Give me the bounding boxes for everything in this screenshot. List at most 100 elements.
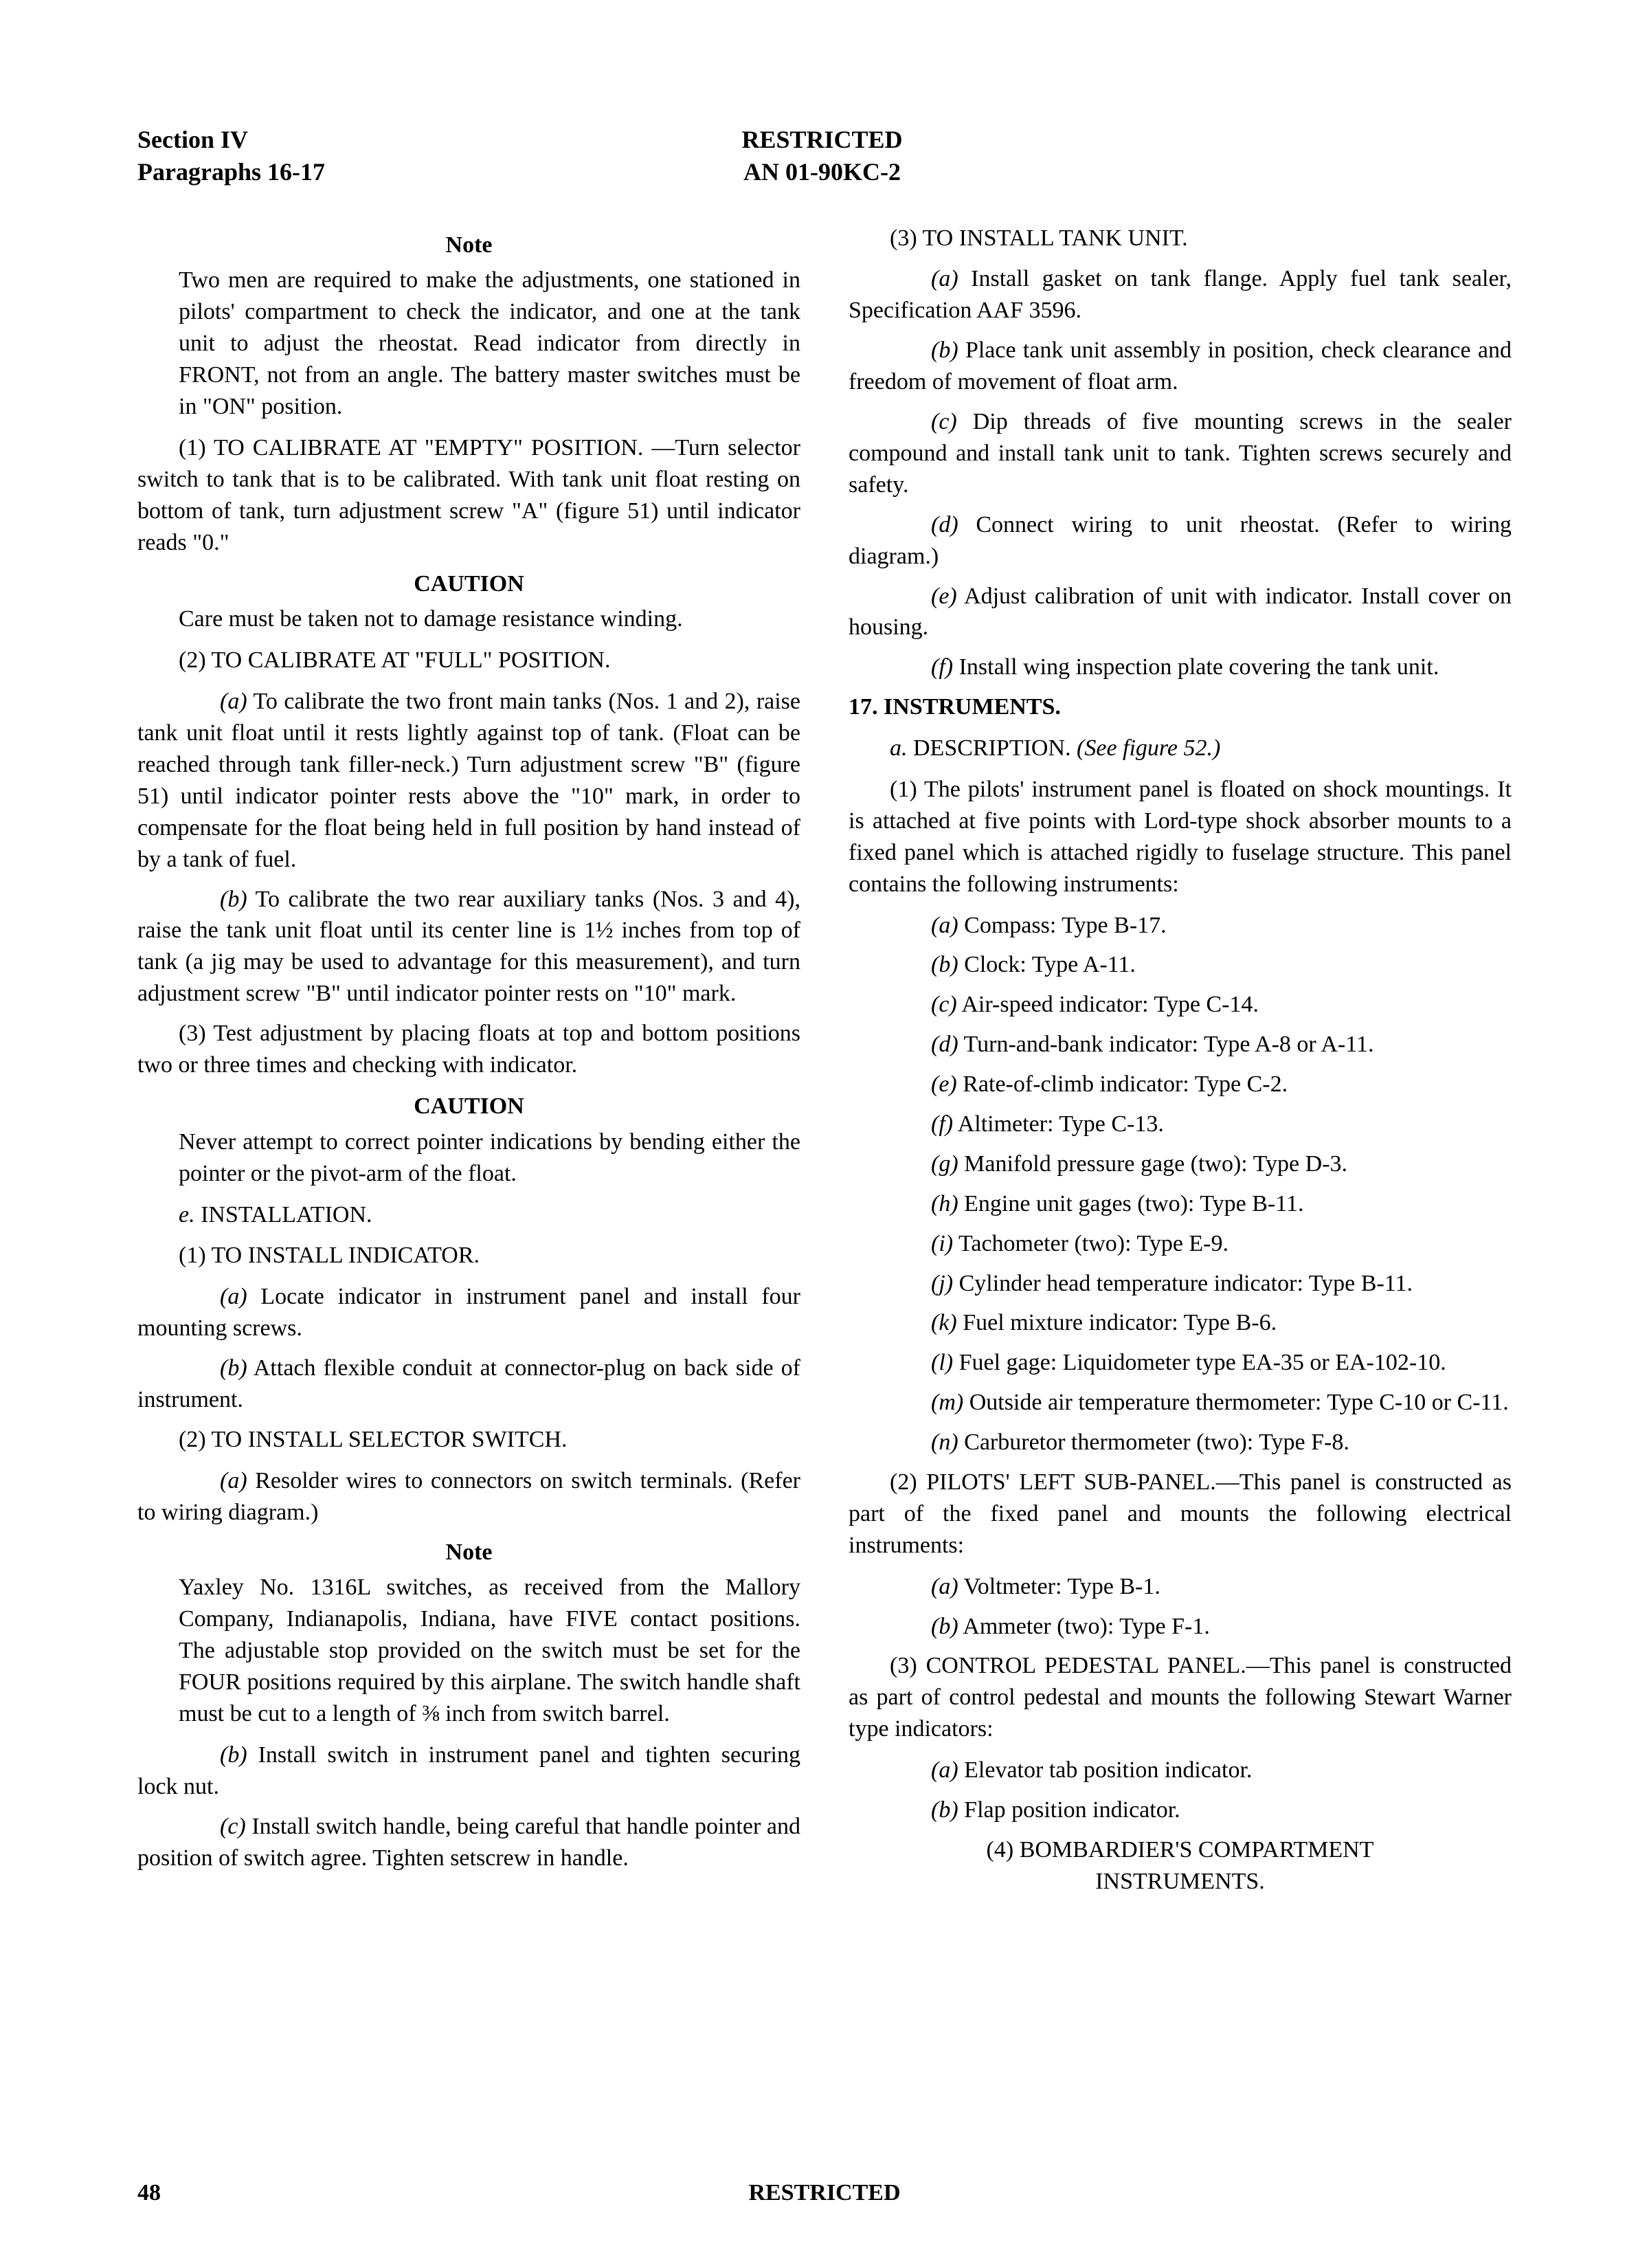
inst-h: (h) Engine unit gages (two): Type B-11.	[849, 1188, 1512, 1220]
item-letter: (b)	[220, 1742, 247, 1768]
para-e1b: (b) Attach flexible conduit at connector…	[137, 1353, 800, 1416]
para-e3f: (f) Install wing inspection plate coveri…	[849, 652, 1512, 683]
inst-g: (g) Manifold pressure gage (two): Type D…	[849, 1148, 1512, 1180]
inst-d: (d) Turn-and-bank indicator: Type A-8 or…	[849, 1029, 1512, 1060]
item-letter: (j)	[931, 1271, 953, 1296]
para-17a4: (4) BOMBARDIER'S COMPARTMENT INSTRUMENTS…	[849, 1834, 1512, 1898]
para-calibrate-empty: (1) TO CALIBRATE AT "EMPTY" POSITION. —T…	[137, 432, 800, 559]
item-letter: (d)	[931, 1032, 958, 1057]
item-letter: (a)	[220, 1284, 247, 1309]
item-letter: (n)	[931, 1430, 958, 1455]
inst-m: (m) Outside air temperature thermometer:…	[849, 1387, 1512, 1419]
sub-a: (a) Voltmeter: Type B-1.	[849, 1571, 1512, 1603]
item-letter: (b)	[931, 952, 958, 977]
para-e2: (2) TO INSTALL SELECTOR SWITCH.	[137, 1424, 800, 1456]
item-letter: (b)	[220, 887, 247, 912]
item-letter: (e)	[931, 1071, 957, 1097]
para-2a: (a) To calibrate the two front main tank…	[137, 686, 800, 875]
inst-f: (f) Altimeter: Type C-13.	[849, 1109, 1512, 1140]
para-calibrate-full: (2) TO CALIBRATE AT "FULL" POSITION.	[137, 645, 800, 676]
para-e2a: (a) Resolder wires to connectors on swit…	[137, 1465, 800, 1528]
inst-a: (a) Compass: Type B-17.	[849, 910, 1512, 942]
para-3: (3) Test adjustment by placing floats at…	[137, 1018, 800, 1081]
caution-body: Care must be taken not to damage resista…	[137, 603, 800, 635]
inst-e: (e) Rate-of-climb indicator: Type C-2.	[849, 1069, 1512, 1100]
para-2b: (b) To calibrate the two rear auxiliary …	[137, 884, 800, 1010]
classification-top: RESTRICTED	[741, 124, 902, 156]
para-e3e: (e) Adjust calibration of unit with indi…	[849, 581, 1512, 644]
section-e-heading: e. INSTALLATION.	[137, 1199, 800, 1231]
figure-ref: (See figure 52.)	[1077, 735, 1220, 761]
header-center: RESTRICTED AN 01-90KC-2	[741, 124, 902, 188]
para-e1: (1) TO INSTALL INDICATOR.	[137, 1240, 800, 1271]
ped-b: (b) Flap position indicator.	[849, 1794, 1512, 1826]
item-letter: (k)	[931, 1310, 957, 1335]
para-17a4-line2: INSTRUMENTS.	[1095, 1869, 1265, 1894]
inst-b: (b) Clock: Type A-11.	[849, 949, 1512, 981]
item-letter: (b)	[931, 337, 958, 363]
note-body: Yaxley No. 1316L switches, as received f…	[137, 1572, 800, 1729]
para-17a1: (1) The pilots' instrument panel is floa…	[849, 774, 1512, 900]
inst-j: (j) Cylinder head temperature indicator:…	[849, 1268, 1512, 1300]
item-letter: (m)	[931, 1390, 963, 1415]
item-letter: (l)	[931, 1350, 953, 1375]
inst-c: (c) Air-speed indicator: Type C-14.	[849, 989, 1512, 1021]
para-e3d: (d) Connect wiring to unit rheostat. (Re…	[849, 509, 1512, 572]
paragraphs-label: Paragraphs 16-17	[137, 156, 325, 188]
section-label: Section IV	[137, 124, 325, 156]
item-letter: (a)	[931, 913, 958, 938]
page-header: Section IV Paragraphs 16-17 RESTRICTED A…	[137, 124, 1512, 188]
item-letter: (e)	[931, 583, 957, 609]
page: Section IV Paragraphs 16-17 RESTRICTED A…	[0, 0, 1649, 2268]
note-body: Two men are required to make the adjustm…	[137, 265, 800, 422]
classification-bottom: RESTRICTED	[137, 2180, 1512, 2206]
sub-b: (b) Ammeter (two): Type F-1.	[849, 1611, 1512, 1643]
caution-heading: CAUTION	[137, 568, 800, 600]
para-e3c: (c) Dip threads of five mounting screws …	[849, 406, 1512, 501]
section-17a: a. DESCRIPTION. (See figure 52.)	[849, 733, 1512, 764]
section-17a-text: DESCRIPTION.	[908, 735, 1077, 761]
header-right-spacer	[1319, 124, 1512, 188]
item-letter: (b)	[220, 1355, 247, 1381]
item-letter: (f)	[931, 1111, 953, 1137]
item-letter: (a)	[220, 1468, 247, 1493]
header-left: Section IV Paragraphs 16-17	[137, 124, 325, 188]
section-17-heading: 17. INSTRUMENTS.	[849, 691, 1512, 723]
item-letter: (b)	[931, 1797, 958, 1823]
caution-body: Never attempt to correct pointer indicat…	[137, 1126, 800, 1190]
item-letter: (b)	[931, 1614, 958, 1639]
item-letter: (a)	[931, 266, 958, 291]
inst-k: (k) Fuel mixture indicator: Type B-6.	[849, 1307, 1512, 1339]
para-e3: (3) TO INSTALL TANK UNIT.	[849, 223, 1512, 254]
item-letter: (g)	[931, 1151, 958, 1177]
item-letter: (a)	[931, 1757, 958, 1783]
item-letter: (c)	[931, 409, 957, 434]
item-letter: (h)	[931, 1191, 958, 1216]
note-heading: Note	[137, 230, 800, 261]
para-e3a: (a) Install gasket on tank flange. Apply…	[849, 263, 1512, 326]
item-letter: (a)	[931, 1574, 958, 1599]
doc-number: AN 01-90KC-2	[741, 156, 902, 188]
para-e2c: (c) Install switch handle, being careful…	[137, 1811, 800, 1874]
item-letter: e.	[179, 1202, 195, 1227]
section-e-text: INSTALLATION.	[195, 1202, 372, 1227]
para-e2b: (b) Install switch in instrument panel a…	[137, 1739, 800, 1803]
ped-a: (a) Elevator tab position indicator.	[849, 1755, 1512, 1786]
item-letter: (c)	[220, 1814, 246, 1839]
item-letter: (d)	[931, 512, 958, 537]
para-17a3: (3) CONTROL PEDESTAL PANEL.—This panel i…	[849, 1650, 1512, 1745]
note-heading: Note	[137, 1537, 800, 1568]
item-letter: a.	[890, 735, 908, 761]
item-letter: (f)	[931, 654, 953, 680]
section-17-text: 17. INSTRUMENTS.	[849, 694, 1061, 720]
para-17a4-line1: (4) BOMBARDIER'S COMPARTMENT	[987, 1837, 1374, 1863]
item-letter: (i)	[931, 1231, 953, 1256]
item-letter: (a)	[220, 689, 247, 714]
body-columns: Note Two men are required to make the ad…	[137, 223, 1512, 1898]
para-e3b: (b) Place tank unit assembly in position…	[849, 335, 1512, 398]
para-e1a: (a) Locate indicator in instrument panel…	[137, 1281, 800, 1344]
page-footer: 48 RESTRICTED	[137, 2180, 1512, 2206]
item-letter: (c)	[931, 992, 957, 1017]
inst-i: (i) Tachometer (two): Type E-9.	[849, 1228, 1512, 1260]
para-17a2: (2) PILOTS' LEFT SUB-PANEL.—This panel i…	[849, 1467, 1512, 1561]
